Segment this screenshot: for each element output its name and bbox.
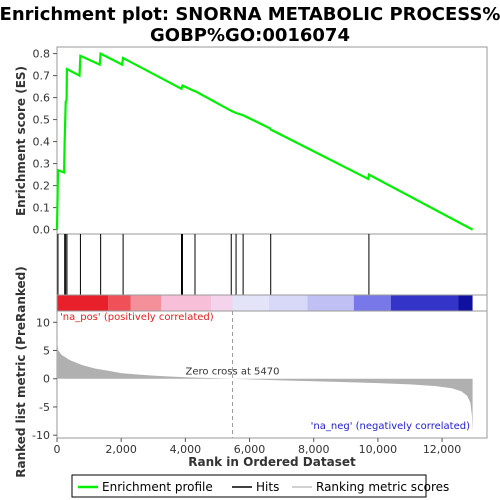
es-line bbox=[55, 51, 474, 231]
es-y-tick-label: 0.2 bbox=[33, 180, 51, 193]
chart-title-line2: GOBP%GO:0016074 bbox=[150, 25, 350, 46]
heatstrip-segment bbox=[232, 295, 269, 311]
heatstrip-segment bbox=[268, 295, 308, 311]
metric-y-tick-label: -10 bbox=[32, 429, 50, 442]
heatstrip-segment bbox=[130, 295, 162, 311]
metric-y-tick-label: 5 bbox=[43, 345, 50, 358]
heatstrip-segment bbox=[211, 295, 233, 311]
metric-y-axis: 10 5 0 -5 -10 bbox=[32, 316, 57, 442]
es-panel: 0.0 0.1 0.2 0.3 0.4 0.5 0.6 0.7 0.8 Enrichment s… bbox=[14, 46, 488, 237]
metric-y-axis-label: Ranked list metric (PreRanked) bbox=[14, 266, 28, 478]
metric-x-tick-label: 8,000 bbox=[298, 443, 330, 456]
hits-panel-frame bbox=[56, 233, 488, 296]
es-y-axis: 0.0 0.1 0.2 0.3 0.4 0.5 0.6 0.7 0.8 bbox=[33, 48, 57, 237]
es-y-tick-label: 0.5 bbox=[33, 114, 51, 127]
metric-x-tick-label: 6,000 bbox=[234, 443, 266, 456]
zero-cross-label: Zero cross at 5470 bbox=[186, 367, 280, 378]
metric-x-tick-label: 4,000 bbox=[170, 443, 202, 456]
es-y-tick-label: 0.0 bbox=[33, 224, 51, 237]
rank-heatstrip bbox=[57, 295, 473, 311]
metric-x-tick-label: 0 bbox=[54, 443, 61, 456]
metric-y-tick-label: 10 bbox=[36, 316, 50, 329]
legend-frame bbox=[71, 474, 427, 498]
negative-correlation-label: 'na_neg' (negatively correlated) bbox=[311, 421, 470, 432]
heatstrip-segment bbox=[57, 295, 109, 311]
es-y-axis-label: Enrichment score (ES) bbox=[14, 66, 28, 216]
es-y-tick-label: 0.7 bbox=[33, 70, 51, 83]
es-y-tick-label: 0.1 bbox=[33, 202, 51, 215]
metric-x-axis-label: Rank in Ordered Dataset bbox=[188, 455, 356, 469]
es-y-tick-label: 0.8 bbox=[33, 48, 51, 61]
es-y-tick-label: 0.6 bbox=[33, 92, 51, 105]
heatstrip-segment bbox=[161, 295, 212, 311]
chart-title-line1: Enrichment plot: SNORNA METABOLIC PROCES… bbox=[0, 4, 500, 25]
hits-panel bbox=[56, 233, 488, 296]
heatstrip-segment bbox=[108, 295, 131, 311]
legend-item-enrichment: Enrichment profile bbox=[102, 480, 213, 494]
es-panel-frame bbox=[56, 46, 488, 235]
metric-x-tick-label: 10,000 bbox=[359, 443, 398, 456]
metric-x-tick-label: 12,000 bbox=[423, 443, 462, 456]
es-y-tick-label: 0.3 bbox=[33, 158, 51, 171]
es-y-tick-label: 0.4 bbox=[33, 136, 51, 149]
legend-item-hits: Hits bbox=[256, 480, 279, 494]
metric-panel: Zero cross at 5470 'na_pos' (positively … bbox=[14, 266, 488, 478]
heatstrip-segment bbox=[307, 295, 354, 311]
positive-correlation-label: 'na_pos' (positively correlated) bbox=[60, 312, 214, 323]
metric-x-axis: 0 2,000 4,000 6,000 8,000 10,000 12,000 bbox=[54, 438, 462, 456]
metric-y-tick-label: -5 bbox=[39, 401, 50, 414]
legend: Enrichment profile Hits Ranking metric s… bbox=[71, 474, 449, 498]
metric-x-tick-label: 2,000 bbox=[105, 443, 137, 456]
hit-markers bbox=[57, 234, 370, 295]
heatstrip-segment bbox=[353, 295, 391, 311]
heatstrip-segment bbox=[390, 295, 459, 311]
legend-item-metric: Ranking metric scores bbox=[316, 480, 449, 494]
heatstrip-segment bbox=[458, 295, 473, 311]
metric-y-tick-label: 0 bbox=[43, 373, 50, 386]
